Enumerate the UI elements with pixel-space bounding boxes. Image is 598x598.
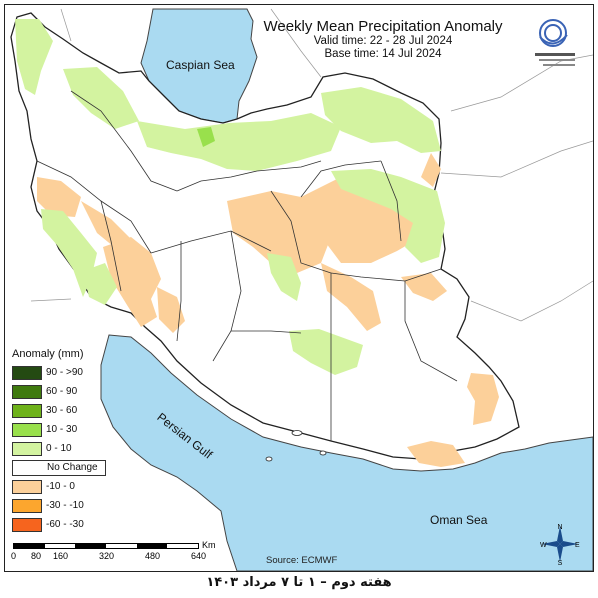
data-source: Source: ECMWF xyxy=(266,555,338,566)
legend-item: 30 - 60 xyxy=(12,401,112,420)
legend-item: -60 - -30 xyxy=(12,515,112,534)
legend-label: No Change xyxy=(12,459,106,476)
compass-rose-icon: N S W E xyxy=(540,524,580,565)
legend-item: No Change xyxy=(12,458,112,477)
scale-tick: 160 xyxy=(53,551,69,561)
legend-label: 30 - 60 xyxy=(46,405,78,416)
valid-time: Valid time: 22 - 28 Jul 2024 xyxy=(313,35,453,47)
scale-tick: 480 xyxy=(145,551,161,561)
legend-swatch xyxy=(12,441,42,456)
legend-swatch xyxy=(12,498,42,513)
map-title-block: Weekly Mean Precipitation Anomaly Valid … xyxy=(243,18,523,61)
compass-n: N xyxy=(557,524,562,531)
compass-s: S xyxy=(558,560,563,565)
legend-swatch xyxy=(12,479,42,494)
persian-gulf-sea xyxy=(100,334,593,571)
map-frame: Weekly Mean Precipitation Anomaly Valid … xyxy=(4,4,594,572)
anomaly-medium-green-areas xyxy=(197,127,215,147)
scale-unit: Km xyxy=(202,540,216,550)
scale-tick: 640 xyxy=(191,551,207,561)
legend-label: -30 - -10 xyxy=(46,500,84,511)
legend-label: -10 - 0 xyxy=(46,481,75,492)
scale-ticks: 0 80 160 320 480 640 xyxy=(11,549,233,561)
persian-caption: هفته دوم – ۱ تا ۷ مرداد ۱۴۰۳ xyxy=(206,575,392,590)
base-time: Base time: 14 Jul 2024 xyxy=(324,48,442,60)
anomaly-light-green-areas xyxy=(15,19,445,375)
legend: Anomaly (mm) 90 - >90 60 - 90 30 - 60 10… xyxy=(12,348,112,534)
legend-item: 60 - 90 xyxy=(12,382,112,401)
province-borders xyxy=(36,90,458,441)
legend-swatch xyxy=(12,384,42,399)
scale-bar-graphic xyxy=(13,543,199,549)
map-canvas xyxy=(10,8,593,571)
country-borders xyxy=(30,8,593,322)
oman-sea-label: Oman Sea xyxy=(430,513,488,527)
organization-logo-icon xyxy=(535,19,575,66)
legend-label: 60 - 90 xyxy=(46,386,78,397)
legend-label: 0 - 10 xyxy=(46,443,72,454)
legend-item: -30 - -10 xyxy=(12,496,112,515)
legend-item: 90 - >90 xyxy=(12,363,112,382)
legend-swatch xyxy=(12,403,42,418)
scale-tick: 80 xyxy=(31,551,42,561)
gulf-islands xyxy=(265,430,327,462)
legend-label: 10 - 30 xyxy=(46,424,78,435)
legend-swatch xyxy=(12,422,42,437)
compass-e: E xyxy=(575,542,580,549)
compass-w: W xyxy=(540,542,547,549)
caspian-sea-label: Caspian Sea xyxy=(166,58,235,72)
scale-tick: 320 xyxy=(99,551,115,561)
legend-label: 90 - >90 xyxy=(46,367,83,378)
legend-item: -10 - 0 xyxy=(12,477,112,496)
scale-tick: 0 xyxy=(11,551,17,561)
legend-item: 10 - 30 xyxy=(12,420,112,439)
map-title: Weekly Mean Precipitation Anomaly xyxy=(263,18,503,35)
scale-bar: Km 0 80 160 320 480 640 xyxy=(11,540,233,561)
legend-title: Anomaly (mm) xyxy=(12,348,84,360)
legend-item: 0 - 10 xyxy=(12,439,112,458)
legend-label: -60 - -30 xyxy=(46,519,84,530)
legend-swatch xyxy=(12,365,42,380)
legend-swatch xyxy=(12,517,42,532)
